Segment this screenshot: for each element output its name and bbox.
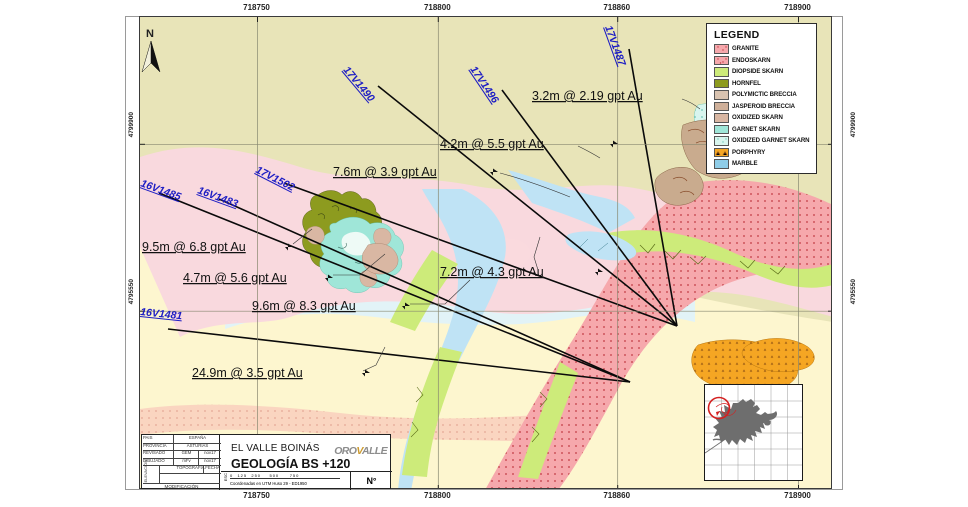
svg-text:9.5m @ 6.8 gpt Au: 9.5m @ 6.8 gpt Au [142,240,246,254]
svg-text:N: N [146,28,154,40]
svg-text:17V1496: 17V1496 [468,64,502,106]
svg-text:9.6m @ 8.3 gpt Au: 9.6m @ 8.3 gpt Au [252,299,356,313]
svg-text:17V1490: 17V1490 [341,64,377,104]
svg-text:4.7m @ 5.6 gpt Au: 4.7m @ 5.6 gpt Au [183,271,287,285]
svg-text:7.2m @ 4.3 gpt Au: 7.2m @ 4.3 gpt Au [440,265,544,279]
svg-text:3.2m @ 2.19 gpt Au: 3.2m @ 2.19 gpt Au [532,89,643,103]
svg-text:24.9m @ 3.5 gpt Au: 24.9m @ 3.5 gpt Au [192,366,303,380]
svg-text:7.6m @ 3.9 gpt Au: 7.6m @ 3.9 gpt Au [333,165,437,179]
svg-text:17V1487: 17V1487 [602,24,628,69]
svg-text:4.2m @ 5.5 gpt Au: 4.2m @ 5.5 gpt Au [440,137,544,151]
